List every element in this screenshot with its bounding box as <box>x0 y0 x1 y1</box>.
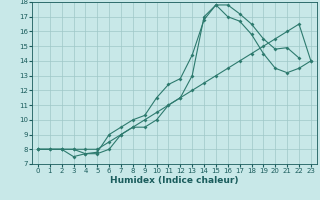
X-axis label: Humidex (Indice chaleur): Humidex (Indice chaleur) <box>110 176 239 185</box>
